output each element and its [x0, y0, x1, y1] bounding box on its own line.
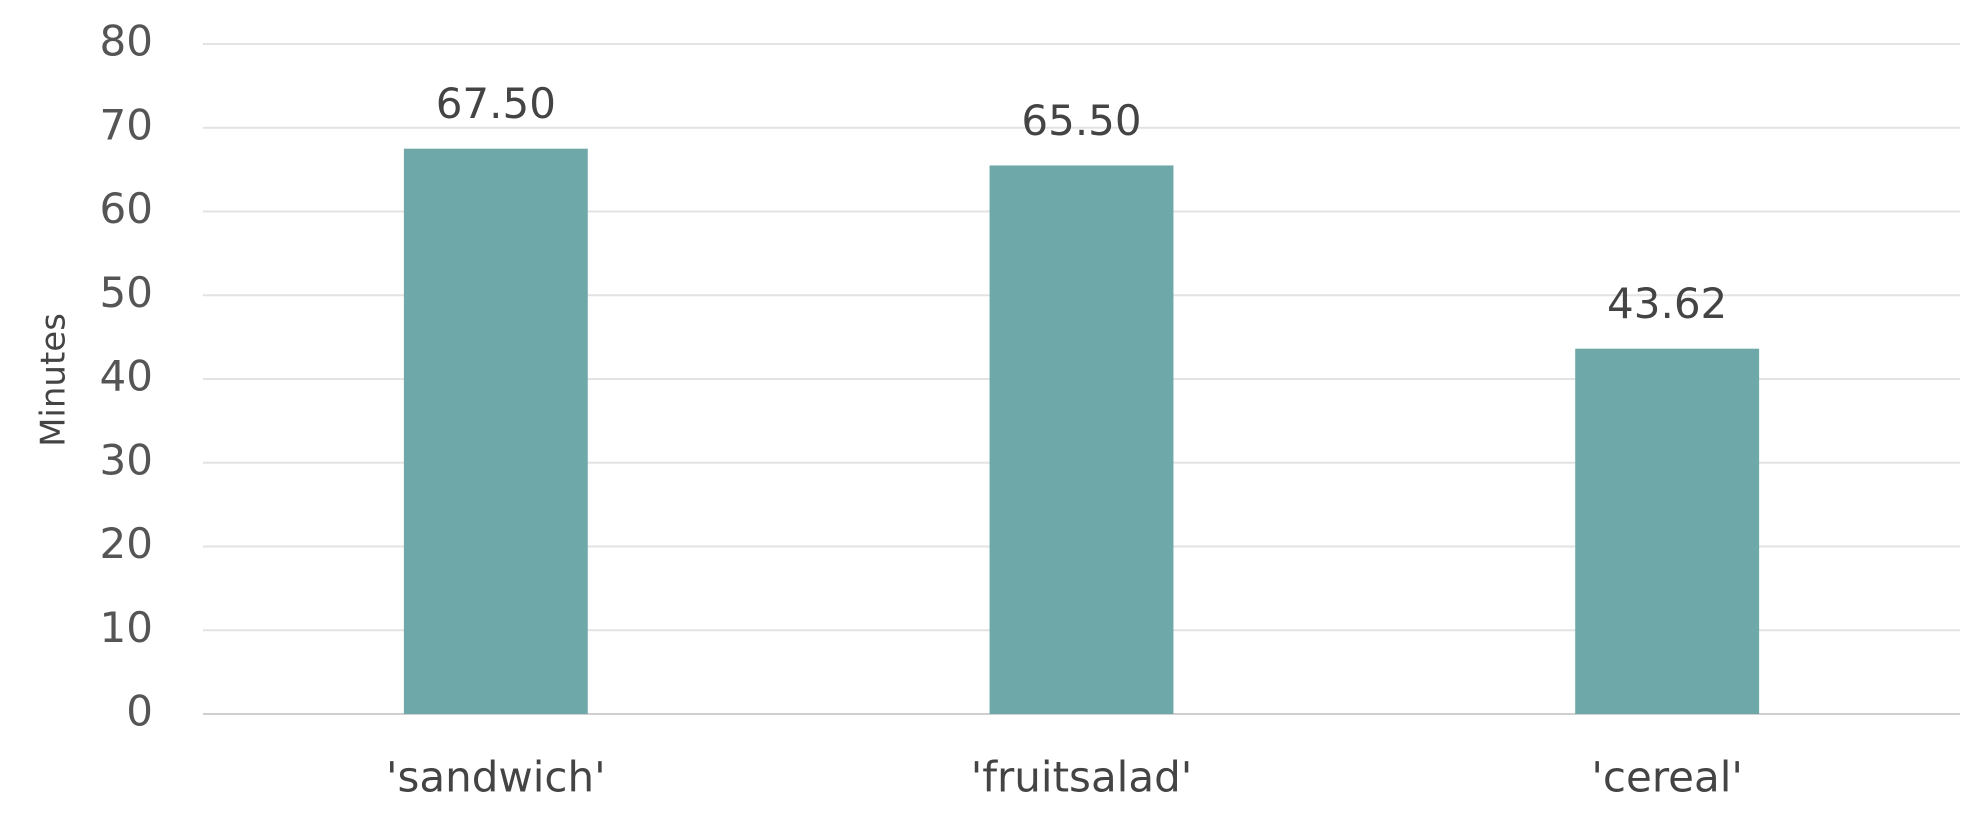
x-tick-label: 'sandwich'	[386, 753, 606, 802]
data-label: 65.50	[1021, 96, 1141, 145]
y-tick-label: 0	[126, 687, 153, 736]
y-tick-label: 50	[100, 268, 153, 317]
x-tick-label: 'fruitsalad'	[971, 753, 1193, 802]
y-tick-label: 30	[100, 435, 153, 484]
bar	[1575, 348, 1760, 714]
y-axis-label: Minutes	[34, 313, 74, 447]
bar	[403, 148, 588, 714]
y-tick-label: 80	[100, 17, 153, 66]
y-tick-label: 10	[100, 603, 153, 652]
y-tick-label: 40	[100, 352, 153, 401]
y-tick-label: 70	[100, 100, 153, 149]
x-tick-label: 'cereal'	[1591, 753, 1743, 802]
data-label: 67.50	[436, 79, 556, 128]
y-tick-label: 60	[100, 184, 153, 233]
bar	[989, 165, 1174, 714]
data-label: 43.62	[1607, 279, 1727, 328]
y-tick-label: 20	[100, 519, 153, 568]
